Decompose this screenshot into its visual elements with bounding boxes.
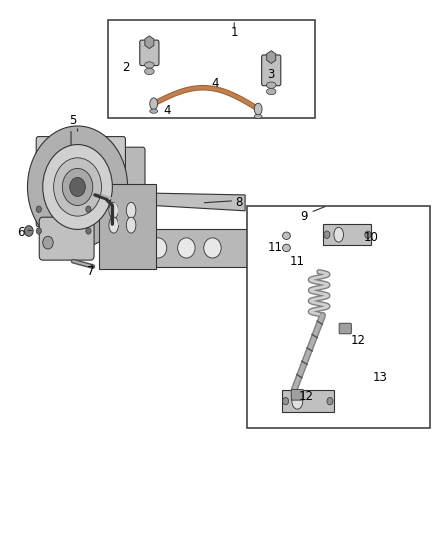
Ellipse shape	[283, 244, 290, 252]
Circle shape	[283, 398, 289, 405]
Ellipse shape	[254, 114, 262, 118]
FancyBboxPatch shape	[282, 390, 334, 413]
Ellipse shape	[109, 217, 118, 233]
Text: 8: 8	[235, 196, 242, 209]
Text: 7: 7	[87, 265, 94, 278]
Ellipse shape	[204, 238, 221, 258]
Text: 11: 11	[268, 241, 283, 254]
Ellipse shape	[126, 203, 136, 218]
Circle shape	[36, 206, 42, 213]
Ellipse shape	[145, 68, 154, 75]
Text: 9: 9	[300, 209, 307, 223]
Ellipse shape	[126, 217, 136, 233]
Text: 11: 11	[290, 255, 305, 268]
Text: 4: 4	[163, 103, 170, 117]
Circle shape	[86, 228, 91, 234]
Text: 6: 6	[17, 225, 25, 239]
Ellipse shape	[266, 88, 276, 95]
Circle shape	[25, 225, 33, 236]
Ellipse shape	[150, 98, 158, 110]
Text: 13: 13	[373, 372, 388, 384]
FancyBboxPatch shape	[108, 229, 250, 266]
Text: 2: 2	[122, 61, 129, 74]
Text: 10: 10	[364, 231, 379, 244]
FancyBboxPatch shape	[99, 184, 156, 269]
Ellipse shape	[178, 238, 195, 258]
Text: 12: 12	[299, 390, 314, 403]
Ellipse shape	[150, 109, 158, 114]
Ellipse shape	[121, 238, 138, 258]
Ellipse shape	[292, 393, 303, 409]
FancyBboxPatch shape	[323, 224, 371, 245]
Circle shape	[327, 398, 333, 405]
Circle shape	[324, 231, 330, 238]
FancyBboxPatch shape	[36, 136, 125, 227]
Polygon shape	[267, 51, 276, 63]
Circle shape	[36, 228, 42, 234]
Circle shape	[86, 206, 91, 213]
Circle shape	[43, 236, 53, 249]
Ellipse shape	[109, 203, 118, 218]
FancyBboxPatch shape	[91, 147, 145, 219]
Text: 1: 1	[230, 26, 238, 38]
Ellipse shape	[149, 238, 167, 258]
Circle shape	[53, 158, 102, 216]
Text: 3: 3	[268, 68, 275, 81]
Circle shape	[43, 144, 113, 229]
FancyBboxPatch shape	[140, 40, 159, 66]
Bar	[108, 20, 315, 118]
Circle shape	[365, 231, 371, 238]
Circle shape	[62, 168, 93, 206]
Text: 4: 4	[211, 77, 219, 90]
Ellipse shape	[283, 232, 290, 239]
Ellipse shape	[266, 82, 276, 88]
Bar	[247, 206, 430, 428]
Ellipse shape	[254, 103, 262, 115]
FancyBboxPatch shape	[339, 323, 351, 334]
Ellipse shape	[334, 227, 343, 242]
FancyBboxPatch shape	[291, 390, 304, 400]
Circle shape	[28, 126, 127, 248]
FancyBboxPatch shape	[261, 55, 281, 86]
Circle shape	[70, 177, 85, 197]
Text: 5: 5	[70, 114, 77, 127]
Polygon shape	[108, 192, 245, 211]
Text: 12: 12	[351, 334, 366, 347]
Polygon shape	[145, 36, 154, 49]
Ellipse shape	[145, 62, 154, 68]
FancyBboxPatch shape	[39, 217, 94, 260]
